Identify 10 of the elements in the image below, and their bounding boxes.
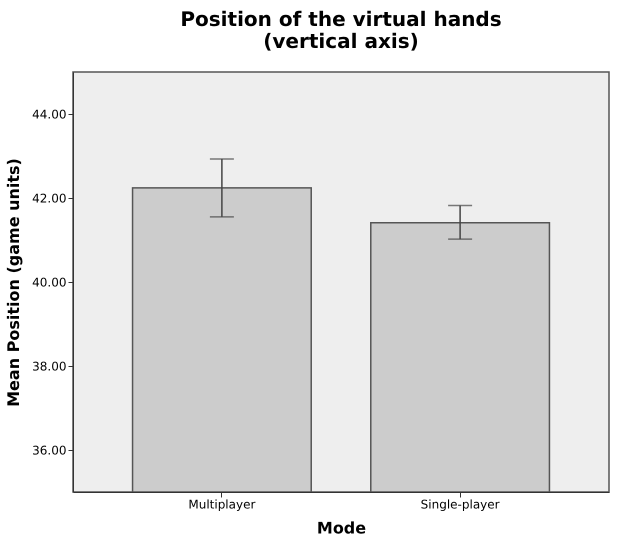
x-tick-label: Single-player [420, 498, 500, 512]
y-axis-title: Mean Position (game units) [4, 158, 24, 407]
y-tick-label: 44.00 [32, 108, 66, 122]
y-tick-label: 36.00 [32, 444, 66, 458]
x-axis-title: Mode [316, 518, 366, 538]
x-tick-label: Multiplayer [188, 498, 256, 512]
y-tick-label: 42.00 [32, 192, 66, 206]
chart-title: Position of the virtual hands (vertical axis) [180, 7, 502, 53]
y-tick-label: 40.00 [32, 276, 66, 290]
y-tick-label: 38.00 [32, 360, 66, 374]
